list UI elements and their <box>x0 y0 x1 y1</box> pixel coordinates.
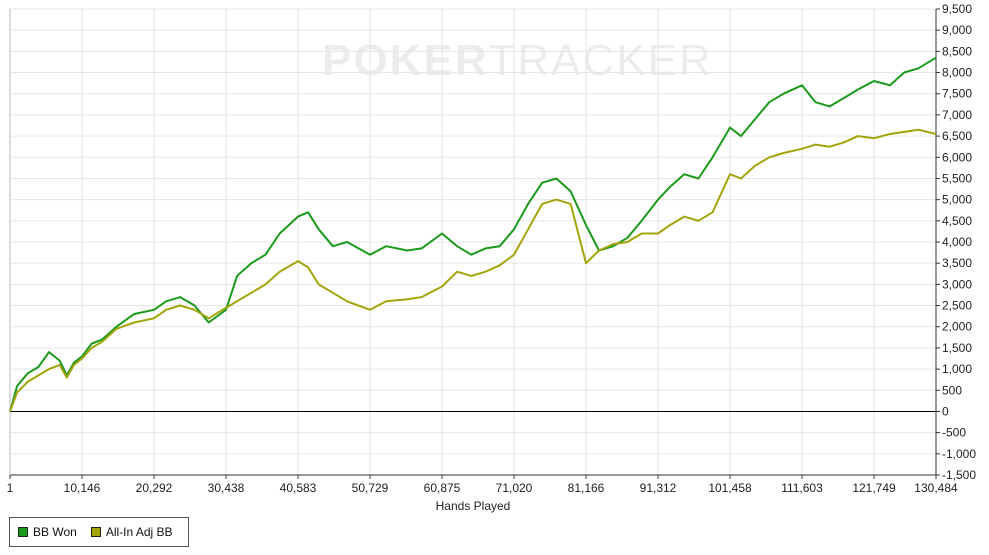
legend-label-bb-won: BB Won <box>33 525 77 539</box>
x-tick-label-9: 91,312 <box>640 481 677 495</box>
y-axis-ticks: -1,500 -1,000 -500 0 500 1,000 1,500 2,000 2,500… <box>936 2 976 482</box>
x-tick-label-0: 1 <box>7 481 14 495</box>
y-tick-label-18: 7,500 <box>942 87 972 101</box>
watermark-part-1: POKER <box>322 36 489 85</box>
legend-item-bb-won: BB Won <box>18 525 77 539</box>
y-tick-label-10: 3,500 <box>942 256 972 270</box>
y-tick-label-17: 7,000 <box>942 108 972 122</box>
x-tick-label-12: 121,749 <box>852 481 896 495</box>
legend-swatch-all-in-adj-bb <box>90 527 101 537</box>
x-tick-label-3: 30,438 <box>208 481 245 495</box>
grid-lines <box>9 8 937 476</box>
y-tick-label-12: 4,500 <box>942 214 972 228</box>
y-tick-label-2: -500 <box>942 426 966 440</box>
x-tick-label-4: 40,583 <box>280 481 317 495</box>
series-line-all-in-adj-bb <box>9 128 937 412</box>
y-tick-label-9: 3,000 <box>942 277 972 291</box>
y-tick-label-19: 8,000 <box>942 66 972 80</box>
x-axis-ticks: 1 10,146 20,292 30,438 40,583 50,729 60,875 71,… <box>7 475 958 495</box>
y-tick-label-22: 9,500 <box>942 2 972 16</box>
x-tick-label-8: 81,166 <box>568 481 605 495</box>
x-tick-label-11: 111,603 <box>781 481 823 495</box>
y-tick-label-14: 5,500 <box>942 171 972 185</box>
watermark-part-2: TRACKER <box>488 36 713 85</box>
y-tick-label-16: 6,500 <box>942 129 972 143</box>
y-tick-label-1: -1,000 <box>942 447 976 461</box>
chart-legend: BB Won All-In Adj BB <box>9 517 189 547</box>
series-line-bb-won <box>9 56 937 412</box>
legend-swatch-bb-won <box>18 527 28 537</box>
x-tick-label-6: 60,875 <box>424 481 461 495</box>
y-tick-label-6: 1,500 <box>942 341 972 355</box>
y-tick-label-15: 6,000 <box>942 150 972 164</box>
legend-label-all-in-adj-bb: All-In Adj BB <box>105 525 173 539</box>
y-tick-label-20: 8,500 <box>942 44 972 58</box>
y-tick-label-5: 1,000 <box>942 362 972 376</box>
legend-item-all-in-adj-bb: All-In Adj BB <box>90 525 173 539</box>
x-tick-label-5: 50,729 <box>352 481 389 495</box>
y-tick-label-11: 4,000 <box>942 235 972 249</box>
y-tick-label-4: 500 <box>942 383 962 397</box>
poker-tracker-watermark: POKERTRACKER <box>322 36 713 86</box>
x-tick-label-7: 71,020 <box>496 481 533 495</box>
x-tick-label-10: 101,458 <box>708 481 752 495</box>
series-layer <box>9 56 937 412</box>
x-axis-title: Hands Played <box>436 499 511 513</box>
y-tick-label-7: 2,000 <box>942 320 972 334</box>
x-tick-label-2: 20,292 <box>136 481 173 495</box>
x-tick-label-13: 130,484 <box>914 481 958 495</box>
y-tick-label-8: 2,500 <box>942 299 972 313</box>
y-tick-label-21: 9,000 <box>942 23 972 37</box>
y-tick-label-0: -1,500 <box>942 468 976 482</box>
y-tick-label-3: 0 <box>942 404 949 418</box>
x-tick-label-1: 10,146 <box>64 481 101 495</box>
y-tick-label-13: 5,000 <box>942 193 972 207</box>
